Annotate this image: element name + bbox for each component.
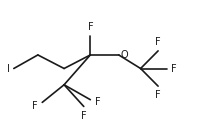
Text: F: F — [32, 102, 38, 112]
Text: F: F — [155, 90, 161, 100]
Text: I: I — [7, 64, 9, 73]
Text: F: F — [171, 64, 177, 73]
Text: O: O — [121, 50, 128, 60]
Text: F: F — [88, 22, 93, 32]
Text: F: F — [95, 97, 100, 107]
Text: F: F — [81, 111, 87, 121]
Text: F: F — [155, 37, 161, 47]
